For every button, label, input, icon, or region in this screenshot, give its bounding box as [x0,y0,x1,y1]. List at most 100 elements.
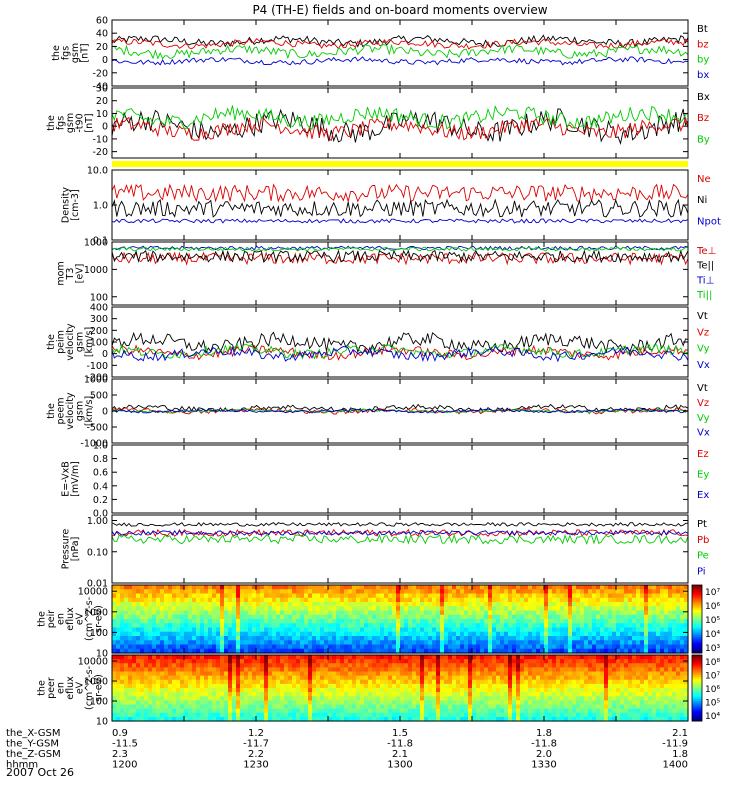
heatmap-cell [412,648,417,654]
heatmap-cell [208,675,213,681]
heatmap-cell [396,688,401,693]
heatmap-cell [420,593,425,599]
heatmap-cell [660,623,665,629]
heatmap-cell [608,683,613,689]
heatmap-cell [632,610,637,616]
heatmap-cell [268,593,273,599]
heatmap-cell [132,663,137,668]
heatmap-cell [660,675,665,681]
heatmap-cell [180,623,185,629]
heatmap-cell [664,655,669,660]
heatmap-cell [312,688,317,693]
heatmap-cell [200,610,205,616]
heatmap-cell [276,704,281,710]
heatmap-cell [248,636,253,641]
heatmap-cell [576,631,581,637]
heatmap-cell [616,648,621,654]
heatmap-cell [640,704,645,710]
heatmap-cell [188,644,193,650]
heatmap-cell [668,667,673,673]
heatmap-cell [260,708,265,714]
heatmap-cell [600,623,605,629]
heatmap-cell [224,640,229,646]
heatmap-cell [664,627,669,633]
heatmap-cell [372,644,377,650]
heatmap-cell [128,648,133,654]
heatmap-cell [156,667,161,673]
heatmap-cell [460,667,465,673]
heatmap-cell [356,636,361,641]
y-axis-label-line: gsm [75,401,86,421]
heatmap-cell [484,667,489,673]
heatmap-cell [228,675,233,681]
heatmap-cell [332,696,337,701]
y-axis-label-line: gsm [75,332,86,352]
heatmap-cell [120,675,125,681]
heatmap-cell [216,606,221,612]
heatmap-cell [600,700,605,706]
heatmap-cell [484,606,489,612]
heatmap-cell [164,636,169,641]
heatmap-cell [256,663,261,668]
heatmap-cell [584,683,589,689]
heatmap-cell [596,627,601,633]
heatmap-cell [464,640,469,646]
heatmap-cell [180,712,185,718]
heatmap-cell [288,667,293,673]
heatmap-cell [348,679,353,685]
heatmap-cell [616,614,621,620]
heatmap-cell [324,659,329,664]
heatmap-cell [304,623,309,629]
heatmap-cell [304,696,309,701]
heatmap-cell [364,663,369,668]
heatmap-cell [164,648,169,654]
heatmap-cell [592,597,597,603]
heatmap-cell [652,644,657,650]
heatmap-cell [156,602,161,607]
heatmap-cell [296,631,301,637]
heatmap-cell [624,675,629,681]
heatmap-cell [652,597,657,603]
heatmap-cell [672,671,677,677]
heatmap-cell [540,614,545,620]
heatmap-cell [168,696,173,701]
heatmap-cell [668,631,673,637]
heatmap-cell [380,696,385,701]
heatmap-cell [128,655,133,660]
heatmap-cell [408,636,413,641]
heatmap-cell [176,679,181,685]
heatmap-cell [392,593,397,599]
heatmap-cell [240,688,245,693]
heatmap-cell [408,619,413,624]
heatmap-cell [436,606,441,612]
heatmap-cell [416,619,421,624]
heatmap-cell [136,623,141,629]
heatmap-cell [468,623,473,629]
heatmap-cell [284,683,289,689]
heatmap-cell [460,627,465,633]
heatmap-cell [140,644,145,650]
heatmap-cell [428,659,433,664]
heatmap-cell [268,597,273,603]
heatmap-cell [396,610,401,616]
heatmap-cell [316,623,321,629]
heatmap-cell [176,593,181,599]
heatmap-cell [260,606,265,612]
heatmap-cell [348,659,353,664]
heatmap-cell [448,671,453,677]
heatmap-cell [564,688,569,693]
heatmap-cell [592,671,597,677]
heatmap-cell [336,623,341,629]
heatmap-cell [236,659,241,664]
heatmap-cell [628,636,633,641]
heatmap-cell [224,712,229,718]
heatmap-cell [296,644,301,650]
heatmap-cell [396,659,401,664]
heatmap-cell [556,667,561,673]
y-axis-label-line: [nPa] [70,537,81,562]
heatmap-cell [164,589,169,595]
heatmap-cell [136,593,141,599]
heatmap-cell [592,589,597,595]
heatmap-cell [672,589,677,595]
heatmap-cell [536,712,541,718]
